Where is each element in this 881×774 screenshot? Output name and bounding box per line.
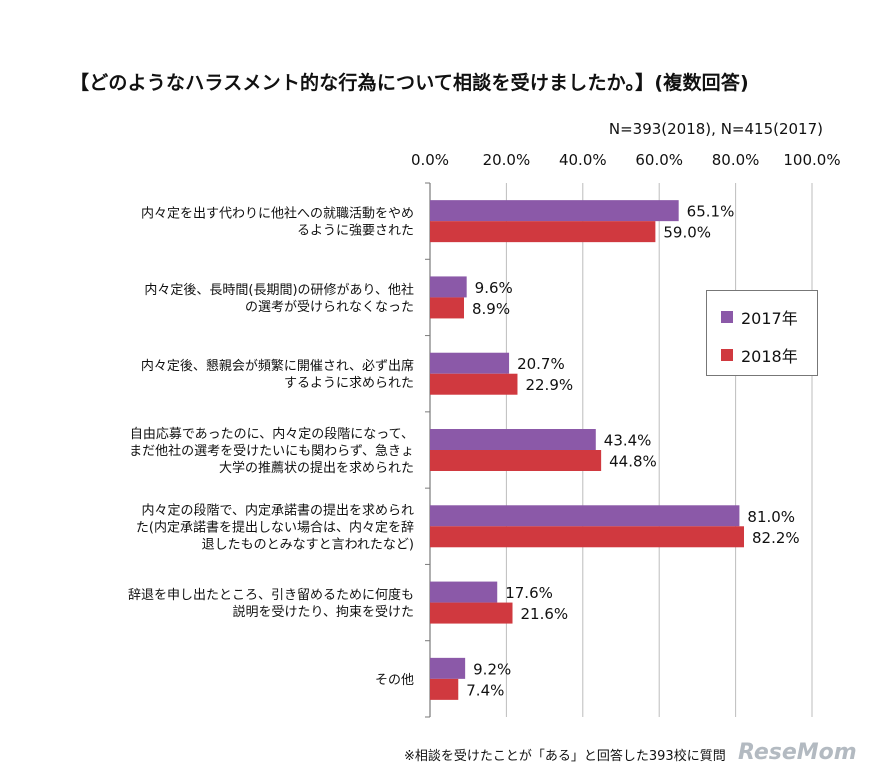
category-label: 退したものとみなすと言われたなど) [202, 537, 414, 552]
data-label-2018: 82.2% [752, 529, 800, 547]
category-label: まだ他社の選考を受けたいにも関わらず、急きょ [129, 443, 414, 459]
category-label: た(内定承諾書を提出しない場合は、内々定を辞 [136, 519, 414, 535]
data-label-2018: 22.9% [525, 376, 573, 394]
data-label-2018: 44.8% [609, 453, 657, 471]
bar-2017 [430, 352, 510, 374]
category-label: 辞退を申し出たところ、引き留めるために何度も [128, 587, 414, 603]
bar-2018 [430, 602, 513, 624]
x-tick-label: 40.0% [559, 151, 607, 169]
data-label-2018: 7.4% [466, 681, 504, 699]
legend-item-2018: 2018年 [721, 343, 798, 367]
bar-2018 [430, 297, 464, 319]
bar-2017 [430, 200, 679, 222]
category-label: 大学の推薦状の提出を求められた [219, 460, 414, 476]
legend-swatch-2018 [721, 349, 733, 361]
watermark-logo: ReseMom [738, 740, 857, 765]
footnote: ※相談を受けたことが「ある」と回答した393校に質問 [404, 749, 726, 764]
category-label: るように強要された [297, 224, 414, 239]
bar-2018 [430, 221, 656, 243]
legend-label-2017: 2017年 [741, 309, 798, 328]
legend-swatch-2017 [721, 311, 733, 323]
bar-2017 [430, 276, 467, 298]
category-label: 説明を受けたり、拘束を受けた [233, 604, 414, 620]
data-label-2018: 8.9% [472, 300, 510, 318]
data-label-2017: 43.4% [604, 432, 652, 450]
bar-2018 [430, 678, 459, 700]
bar-2017 [430, 505, 740, 527]
sample-size-note: N=393(2018), N=415(2017) [608, 120, 823, 138]
category-label: 自由応募であったのに、内々定の段階になって、 [130, 426, 414, 442]
legend-label-2018: 2018年 [741, 347, 798, 366]
bar-2018 [430, 373, 518, 395]
x-tick-label: 20.0% [483, 151, 531, 169]
data-label-2018: 21.6% [521, 605, 569, 623]
chart-title: 【どのようなハラスメント的な行為について相談を受けましたか。】(複数回答) [70, 72, 749, 94]
data-label-2017: 9.6% [475, 279, 513, 297]
bar-2017 [430, 581, 498, 603]
category-label: 内々定を出す代わりに他社への就職活動をやめ [141, 206, 414, 222]
x-tick-label: 0.0% [411, 151, 449, 169]
x-tick-label: 100.0% [783, 151, 840, 169]
bar-2017 [430, 429, 596, 450]
x-tick-label: 60.0% [635, 151, 683, 169]
category-label: 内々定の段階で、内定承諾書の提出を求められ [142, 502, 414, 518]
legend-item-2017: 2017年 [721, 305, 798, 329]
data-label-2017: 65.1% [687, 203, 735, 221]
data-label-2017: 17.6% [505, 584, 553, 602]
category-label: その他 [375, 673, 414, 688]
category-label: するように求められた [284, 376, 414, 391]
data-label-2017: 20.7% [517, 355, 565, 373]
category-label: 内々定後、懇親会が頻繁に開催され、必ず出席 [141, 358, 414, 374]
category-label: 内々定後、長時間(長期間)の研修があり、他社 [144, 282, 414, 298]
data-label-2018: 59.0% [663, 224, 711, 242]
category-label: の選考が受けられなくなった [245, 300, 414, 315]
bar-2017 [430, 657, 466, 679]
bar-2018 [430, 526, 745, 548]
chart-legend: 2017年 2018年 [706, 290, 818, 376]
bar-2018 [430, 450, 602, 471]
data-label-2017: 81.0% [747, 508, 795, 526]
data-label-2017: 9.2% [473, 660, 511, 678]
x-tick-label: 80.0% [712, 151, 760, 169]
